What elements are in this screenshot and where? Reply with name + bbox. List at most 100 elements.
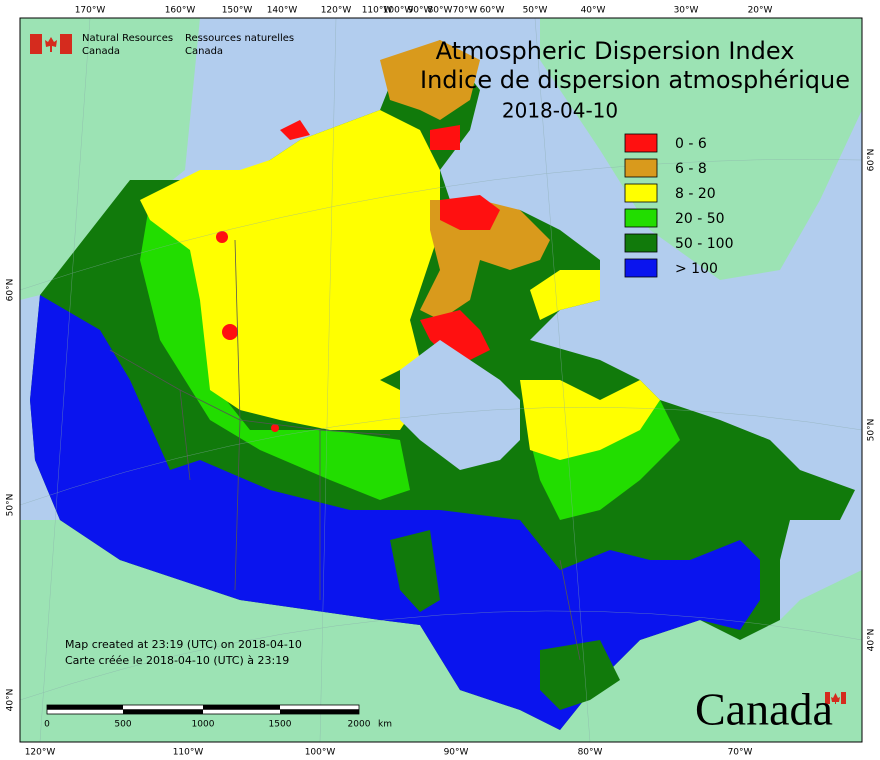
- longitude-label: 100°W: [383, 6, 414, 16]
- scale-label: 0: [44, 720, 50, 730]
- longitude-label: 100°W: [305, 748, 336, 758]
- scale-label: 1500: [269, 720, 292, 730]
- alaska: [20, 18, 200, 300]
- province-borders: [109, 239, 581, 661]
- scale-label: 500: [114, 720, 131, 730]
- agency-en: Natural Resources: [82, 33, 173, 44]
- scale-label: 2000: [348, 720, 371, 730]
- legend-label: 20 - 50: [675, 211, 725, 227]
- longitude-label: 170°W: [75, 6, 106, 16]
- scale-unit: km: [378, 720, 392, 730]
- maple-leaf: [831, 693, 840, 704]
- zone-0-6: [216, 231, 228, 243]
- map-area: [19, 17, 863, 743]
- parallel: [19, 406, 863, 506]
- zone-8-20-north: [140, 110, 440, 430]
- scale-labels: 0 500 1000 1500 2000: [44, 720, 371, 730]
- parallel: [19, 610, 863, 701]
- scale-label: 1000: [192, 720, 215, 730]
- longitude-label: 140°W: [267, 6, 298, 16]
- legend-swatch: [624, 233, 658, 253]
- maple-leaf: [45, 37, 57, 52]
- scale-segment: [123, 709, 203, 714]
- latitude-label: 60°N: [867, 149, 877, 172]
- scale-segment: [203, 705, 280, 710]
- map-frame: [19, 17, 863, 743]
- latitude-label: 60°N: [6, 279, 16, 302]
- zone-0-6: [280, 120, 310, 140]
- longitude-label: 110°W: [362, 6, 393, 16]
- zone-0-6: [222, 324, 238, 340]
- canada-wordmark: Canada: [695, 684, 846, 735]
- meridian: [534, 17, 591, 743]
- graticule-labels: 170°W 160°W 150°W 140°W 120°W 110°W100°W90°W8…: [6, 6, 877, 758]
- title-en: Atmospheric Dispersion Index: [436, 37, 795, 65]
- legend-swatch: [624, 208, 658, 228]
- longitude-label: 70°W: [728, 748, 753, 758]
- scale-bar: 0 500 1000 1500 2000 km: [44, 704, 392, 730]
- longitude-label: 160°W: [165, 6, 196, 16]
- wordmark: Canada: [695, 684, 833, 735]
- flag-bar: [60, 34, 72, 54]
- legend-label: 8 - 20: [675, 186, 716, 202]
- graticule-lines: [19, 17, 863, 743]
- latitude-label: 50°N: [867, 419, 877, 442]
- zone-50-100-patch: [390, 530, 440, 612]
- zone-6-8-ellesmere: [380, 40, 480, 120]
- legend-label: 0 - 6: [675, 136, 707, 152]
- agency-logo: Natural Resources Canada Ressources natu…: [30, 33, 294, 57]
- longitude-label: 60°W: [480, 6, 505, 16]
- legend-label: 6 - 8: [675, 161, 707, 177]
- longitude-label: 150°W: [222, 6, 253, 16]
- zone-8-20-quebec: [520, 380, 660, 460]
- parallel: [19, 159, 863, 291]
- latitude-label: 50°N: [6, 494, 16, 517]
- zone-8-20-labrador: [530, 270, 600, 320]
- scale-segment: [47, 705, 123, 710]
- legend: 0 - 6 6 - 8 8 - 20 20 - 50 50 - 100 > 100: [624, 133, 734, 278]
- united-states: [20, 520, 862, 742]
- zone-0-6: [440, 195, 500, 230]
- longitude-label: 80°W: [428, 6, 453, 16]
- longitude-label: 80°W: [578, 748, 603, 758]
- flag-bar: [841, 692, 846, 704]
- latitude-label: 40°N: [867, 629, 877, 652]
- legend-swatch: [624, 158, 658, 178]
- longitude-label: 50°W: [523, 6, 548, 16]
- longitude-label: 120°W: [25, 748, 56, 758]
- latitude-label: 40°N: [6, 689, 16, 712]
- longitude-label: 20°W: [748, 6, 773, 16]
- map-date: 2018-04-10: [502, 99, 618, 123]
- zone-0-6: [271, 424, 279, 432]
- legend-label: 50 - 100: [675, 236, 734, 252]
- note: Map created at 23:19 (UTC) on 2018-04-10: [65, 638, 302, 651]
- legend-swatch: [624, 183, 658, 203]
- longitude-label: 30°W: [674, 6, 699, 16]
- border: [559, 559, 581, 661]
- longitude-label: 70°W: [453, 6, 478, 16]
- longitude-label: 90°W: [408, 6, 433, 16]
- zone-6-8-baffin: [420, 200, 550, 320]
- zone-50-100-patch: [540, 640, 620, 710]
- zone-0-6: [430, 125, 460, 150]
- longitude-label: 40°W: [581, 6, 606, 16]
- scale-segment: [280, 709, 359, 714]
- legend-swatch: [624, 133, 658, 153]
- greenland: [540, 18, 862, 280]
- border: [319, 429, 391, 436]
- flag-bar: [30, 34, 42, 54]
- longitude-label: 110°W: [173, 748, 204, 758]
- agency-fr: Ressources naturelles: [185, 33, 294, 44]
- meridian: [319, 17, 337, 743]
- note: Carte créée le 2018-04-10 (UTC) à 23:19: [65, 654, 289, 667]
- title-fr: Indice de dispersion atmosphérique: [420, 66, 850, 94]
- flag-bar: [825, 692, 830, 704]
- longitude-label: 120°W: [321, 6, 352, 16]
- agency-en: Canada: [82, 46, 120, 57]
- zone-over-100: [30, 295, 760, 730]
- meridian: [39, 17, 91, 743]
- hudson-bay: [400, 340, 520, 470]
- agency-fr: Canada: [185, 46, 223, 57]
- legend-swatch: [624, 258, 658, 278]
